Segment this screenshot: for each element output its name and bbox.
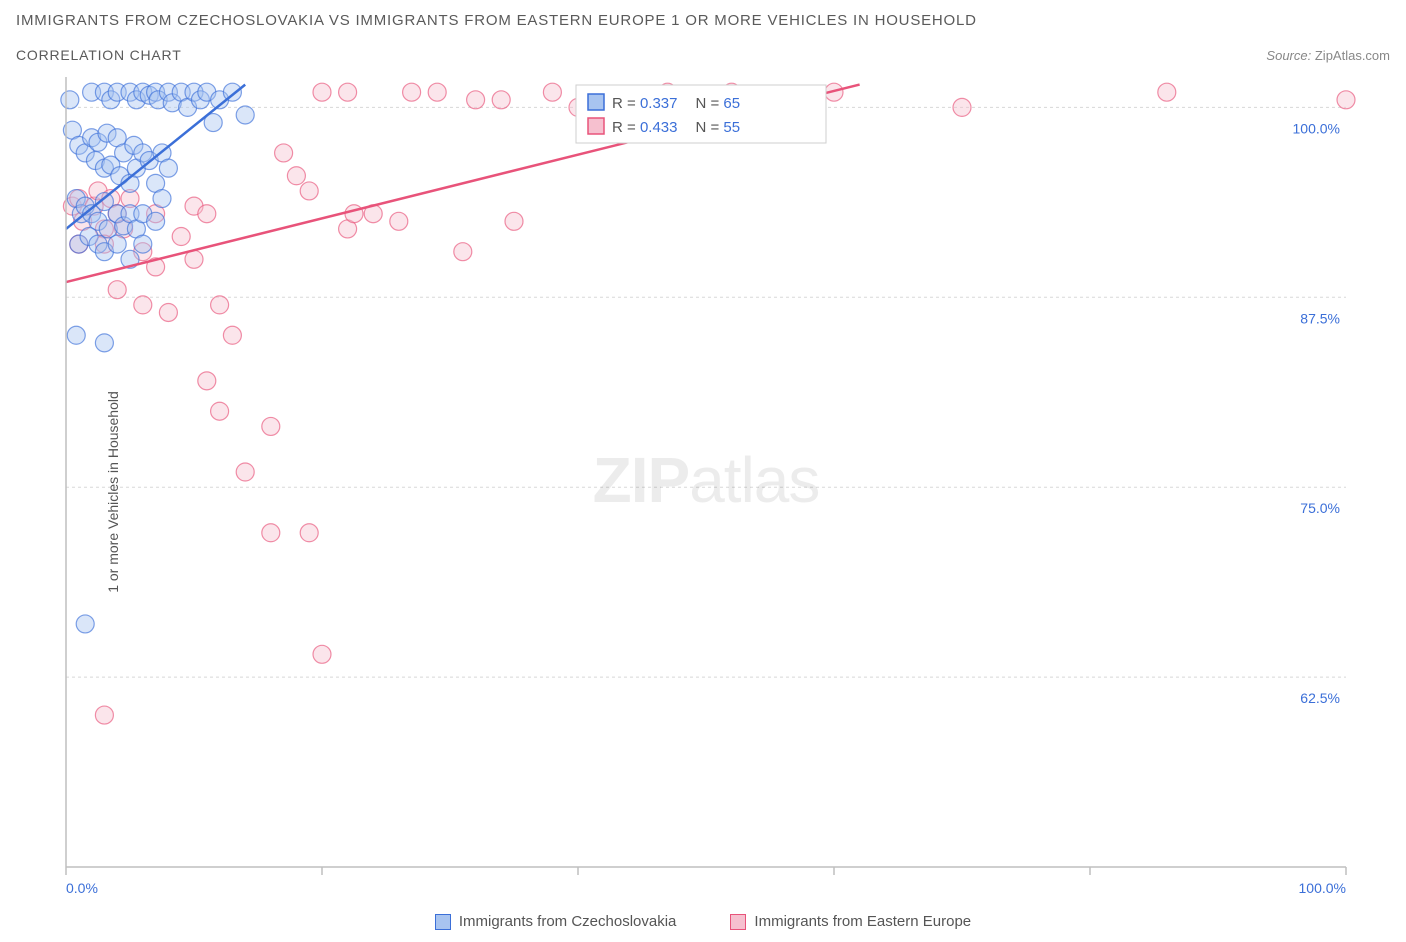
svg-text:75.0%: 75.0% — [1300, 500, 1340, 516]
svg-text:R = 0.337N = 65: R = 0.337N = 65 — [612, 95, 740, 112]
main-title: IMMIGRANTS FROM CZECHOSLOVAKIA VS IMMIGR… — [16, 12, 977, 29]
chart-header: IMMIGRANTS FROM CZECHOSLOVAKIA VS IMMIGR… — [16, 12, 1390, 63]
legend-swatch-blue — [435, 914, 451, 930]
legend-item-a: Immigrants from Czechoslovakia — [435, 913, 677, 930]
y-axis-label: 1 or more Vehicles in Household — [105, 391, 121, 593]
source-label: Source: — [1266, 48, 1311, 63]
legend-label-a: Immigrants from Czechoslovakia — [459, 913, 677, 930]
legend-swatch-pink — [730, 914, 746, 930]
correlation-scatter-chart: 62.5% 75.0% 87.5% 100.0% ZIPatlas 0.0% 100.0% R… — [16, 77, 1390, 907]
svg-text:ZIPatlas: ZIPatlas — [593, 444, 820, 516]
legend-label-b: Immigrants from Eastern Europe — [754, 913, 971, 930]
title-block: IMMIGRANTS FROM CZECHOSLOVAKIA VS IMMIGR… — [16, 12, 977, 63]
svg-text:100.0%: 100.0% — [1299, 880, 1346, 896]
svg-text:62.5%: 62.5% — [1300, 690, 1340, 706]
legend-bottom: Immigrants from Czechoslovakia Immigrant… — [16, 913, 1390, 930]
subtitle: CORRELATION CHART — [16, 47, 977, 63]
svg-text:R = 0.433N = 55: R = 0.433N = 55 — [612, 119, 740, 136]
source-attribution: Source: ZipAtlas.com — [1266, 48, 1390, 63]
legend-item-b: Immigrants from Eastern Europe — [730, 913, 971, 930]
svg-text:0.0%: 0.0% — [66, 880, 98, 896]
source-value: ZipAtlas.com — [1315, 48, 1390, 63]
svg-text:87.5%: 87.5% — [1300, 310, 1340, 326]
svg-text:100.0%: 100.0% — [1293, 120, 1340, 136]
chart-container: 1 or more Vehicles in Household 62.5% 75.… — [16, 77, 1390, 907]
